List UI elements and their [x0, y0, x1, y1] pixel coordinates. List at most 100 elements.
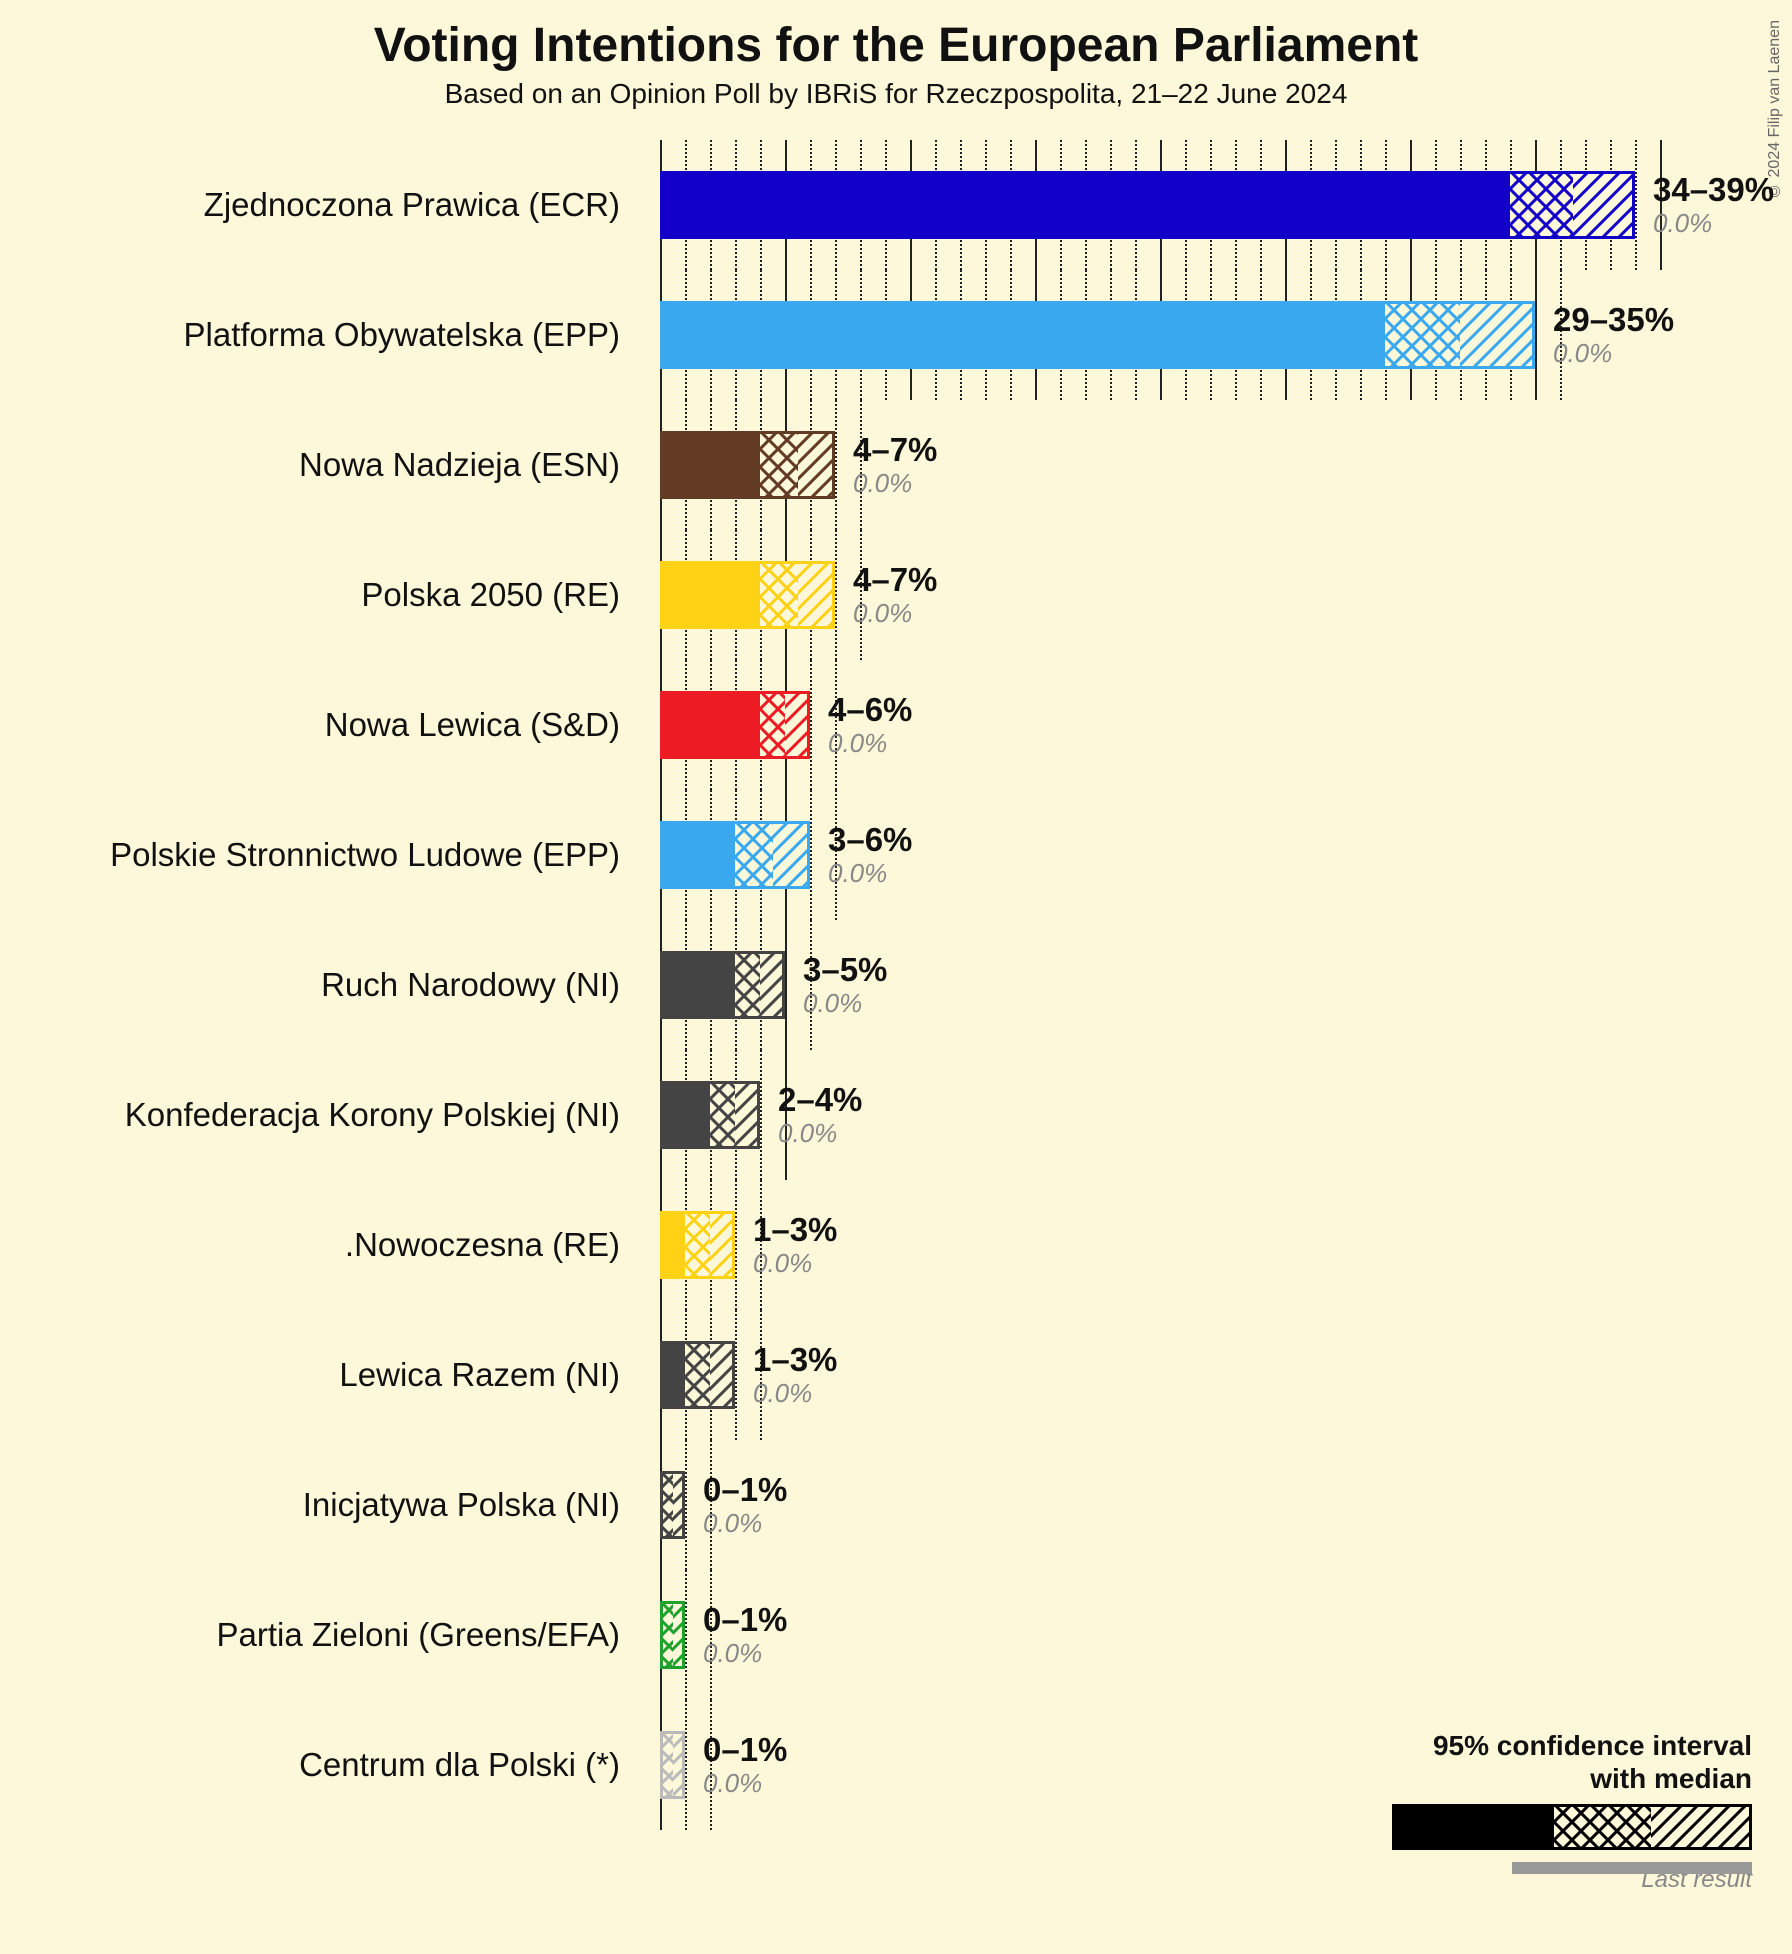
bar-outline — [660, 821, 810, 889]
chart-row: Partia Zieloni (Greens/EFA) 0–1%0.0% — [0, 1570, 1792, 1700]
party-label: Polskie Stronnictwo Ludowe (EPP) — [0, 836, 640, 874]
chart-title: Voting Intentions for the European Parli… — [0, 18, 1792, 73]
bar-area: 4–7%0.0% — [660, 400, 1660, 530]
chart-row: Ruch Narodowy (NI) 3–5%0.0% — [0, 920, 1792, 1050]
range-label: 2–4% — [778, 1081, 862, 1119]
range-label: 3–5% — [803, 951, 887, 989]
bar-area: 0–1%0.0% — [660, 1440, 1660, 1570]
chart-row: Lewica Razem (NI) 1–3%0.0% — [0, 1310, 1792, 1440]
bar-outline — [660, 1601, 685, 1669]
legend-line1: 95% confidence interval — [1433, 1730, 1752, 1761]
bar-outline — [660, 951, 785, 1019]
chart-row: Zjednoczona Prawica (ECR) 34–39%0.0% — [0, 140, 1792, 270]
gridline-minor — [835, 530, 837, 660]
party-label: Centrum dla Polski (*) — [0, 1746, 640, 1784]
chart-subtitle: Based on an Opinion Poll by IBRiS for Rz… — [0, 78, 1792, 110]
party-label: Nowa Nadzieja (ESN) — [0, 446, 640, 484]
bar-area: 29–35%0.0% — [660, 270, 1660, 400]
bar-area: 1–3%0.0% — [660, 1180, 1660, 1310]
chart-row: Nowa Nadzieja (ESN) 4–7%0.0% — [0, 400, 1792, 530]
gridline-minor — [810, 660, 812, 790]
bar-area: 0–1%0.0% — [660, 1570, 1660, 1700]
range-label: 0–1% — [703, 1601, 787, 1639]
last-result-label: 0.0% — [703, 1508, 762, 1539]
last-result-label: 0.0% — [753, 1378, 812, 1409]
party-label: Ruch Narodowy (NI) — [0, 966, 640, 1004]
range-label: 3–6% — [828, 821, 912, 859]
chart-row: Inicjatywa Polska (NI) 0–1%0.0% — [0, 1440, 1792, 1570]
gridline-minor — [835, 400, 837, 530]
chart-row: Nowa Lewica (S&D) 4–6%0.0% — [0, 660, 1792, 790]
legend-title: 95% confidence interval with median — [1372, 1729, 1752, 1796]
legend: 95% confidence interval with median Last… — [1372, 1729, 1752, 1894]
last-result-label: 0.0% — [803, 988, 862, 1019]
bar-area: 1–3%0.0% — [660, 1310, 1660, 1440]
chart-row: Konfederacja Korony Polskiej (NI) 2–4%0.0… — [0, 1050, 1792, 1180]
party-label: Platforma Obywatelska (EPP) — [0, 316, 640, 354]
party-label: Partia Zieloni (Greens/EFA) — [0, 1616, 640, 1654]
bar-outline — [660, 431, 835, 499]
range-label: 1–3% — [753, 1341, 837, 1379]
gridline-minor — [685, 1570, 687, 1700]
gridline-minor — [810, 790, 812, 920]
bar-outline — [660, 1731, 685, 1799]
legend-last-bar — [1512, 1862, 1752, 1874]
page: Voting Intentions for the European Parli… — [0, 0, 1792, 1954]
gridline-major — [1535, 270, 1537, 400]
gridline-minor — [685, 1440, 687, 1570]
bar-outline — [660, 1211, 735, 1279]
bar-outline — [660, 561, 835, 629]
party-label: .Nowoczesna (RE) — [0, 1226, 640, 1264]
bar-area: 3–5%0.0% — [660, 920, 1660, 1050]
last-result-label: 0.0% — [828, 728, 887, 759]
last-result-label: 0.0% — [703, 1638, 762, 1669]
party-label: Polska 2050 (RE) — [0, 576, 640, 614]
last-result-label: 0.0% — [703, 1768, 762, 1799]
bar-area: 34–39%0.0% — [660, 140, 1660, 270]
last-result-label: 0.0% — [1553, 338, 1612, 369]
range-label: 0–1% — [703, 1731, 787, 1769]
last-result-label: 0.0% — [1653, 208, 1712, 239]
gridline-minor — [735, 1310, 737, 1440]
bar-outline — [660, 301, 1535, 369]
bar-area: 3–6%0.0% — [660, 790, 1660, 920]
chart-row: Polskie Stronnictwo Ludowe (EPP) 3–6%0.0% — [0, 790, 1792, 920]
last-result-label: 0.0% — [853, 598, 912, 629]
range-label: 4–7% — [853, 561, 937, 599]
chart-row: Polska 2050 (RE) 4–7%0.0% — [0, 530, 1792, 660]
legend-bar — [1372, 1804, 1752, 1862]
gridline-minor — [685, 1700, 687, 1830]
bar-outline — [660, 1471, 685, 1539]
last-result-label: 0.0% — [828, 858, 887, 889]
gridline-minor — [760, 1050, 762, 1180]
legend-bar-outline — [1392, 1804, 1752, 1850]
range-label: 29–35% — [1553, 301, 1674, 339]
last-result-label: 0.0% — [853, 468, 912, 499]
party-label: Lewica Razem (NI) — [0, 1356, 640, 1394]
chart-row: .Nowoczesna (RE) 1–3%0.0% — [0, 1180, 1792, 1310]
bar-area: 4–7%0.0% — [660, 530, 1660, 660]
party-label: Inicjatywa Polska (NI) — [0, 1486, 640, 1524]
bar-area: 2–4%0.0% — [660, 1050, 1660, 1180]
last-result-label: 0.0% — [753, 1248, 812, 1279]
bar-outline — [660, 1341, 735, 1409]
last-result-label: 0.0% — [778, 1118, 837, 1149]
bar-outline — [660, 691, 810, 759]
party-label: Nowa Lewica (S&D) — [0, 706, 640, 744]
gridline-minor — [735, 1180, 737, 1310]
gridline-major — [785, 920, 787, 1050]
range-label: 4–6% — [828, 691, 912, 729]
bar-outline — [660, 1081, 760, 1149]
legend-line2: with median — [1590, 1763, 1752, 1794]
chart-row: Platforma Obywatelska (EPP) 29–35%0.0% — [0, 270, 1792, 400]
bar-chart: Zjednoczona Prawica (ECR)34–39%0.0%Platf… — [0, 140, 1792, 1830]
range-label: 1–3% — [753, 1211, 837, 1249]
range-label: 4–7% — [853, 431, 937, 469]
bar-area: 4–6%0.0% — [660, 660, 1660, 790]
range-label: 34–39% — [1653, 171, 1774, 209]
gridline-minor — [1635, 140, 1637, 270]
party-label: Zjednoczona Prawica (ECR) — [0, 186, 640, 224]
range-label: 0–1% — [703, 1471, 787, 1509]
bar-outline — [660, 171, 1635, 239]
party-label: Konfederacja Korony Polskiej (NI) — [0, 1096, 640, 1134]
